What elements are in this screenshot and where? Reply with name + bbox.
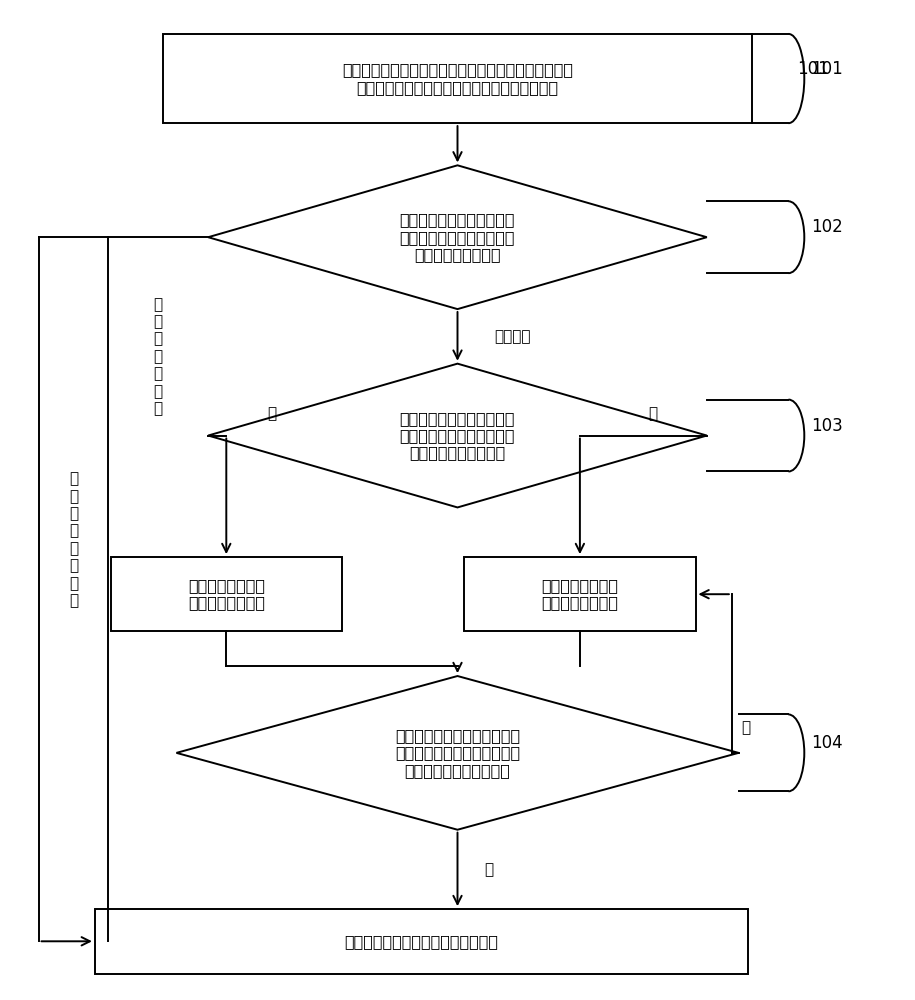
Text: 否: 否: [741, 721, 750, 736]
Bar: [163, 34, 752, 123]
Text: 102: 102: [811, 218, 843, 236]
Bar: [95, 909, 748, 974]
Text: 101: 101: [811, 60, 843, 78]
Text: 确定所述对象为划
定区域的无关对象: 确定所述对象为划 定区域的无关对象: [188, 578, 264, 610]
Text: 104: 104: [811, 734, 843, 752]
Text: 101: 101: [798, 60, 829, 78]
Bar: [464, 557, 695, 631]
Text: 103: 103: [811, 417, 843, 435]
Polygon shape: [177, 676, 738, 830]
Polygon shape: [209, 364, 706, 507]
Text: 与
划
定
区
域
无
关: 与 划 定 区 域 无 关: [154, 297, 163, 416]
Text: 是: 是: [648, 406, 657, 421]
Text: 获取地理信息系统中划定区域和待划分对象的图形数据
，包括划定区域和待划分对象的形状和位置信息: 获取地理信息系统中划定区域和待划分对象的图形数据 ，包括划定区域和待划分对象的形…: [342, 62, 573, 95]
Text: 否: 否: [267, 406, 276, 421]
Text: 查询所有划定区域的涉及对象
，判断某个对象是否只是其中
一个划定区域的涉及对象: 查询所有划定区域的涉及对象 ，判断某个对象是否只是其中 一个划定区域的涉及对象: [395, 728, 520, 778]
Text: 确定所述对象为划定区域的包含对象: 确定所述对象为划定区域的包含对象: [344, 934, 499, 949]
Text: 基于图形数据计算对象与划
定区域的重叠面积，判断重
叠面积是否大于预定值: 基于图形数据计算对象与划 定区域的重叠面积，判断重 叠面积是否大于预定值: [400, 411, 515, 460]
Bar: [111, 557, 342, 631]
Polygon shape: [209, 165, 706, 309]
Text: 部分重叠: 部分重叠: [494, 329, 531, 344]
Text: 包
含
在
划
定
区
域
内: 包 含 在 划 定 区 域 内: [69, 471, 78, 608]
Text: 是: 是: [485, 862, 494, 877]
Text: 将划定区域与待划分对象的
图形数据进行叠加分析，根
据所述叠加结果判断: 将划定区域与待划分对象的 图形数据进行叠加分析，根 据所述叠加结果判断: [400, 212, 515, 262]
Text: 确定所述对象为划
定区域的涉及对象: 确定所述对象为划 定区域的涉及对象: [542, 578, 619, 610]
